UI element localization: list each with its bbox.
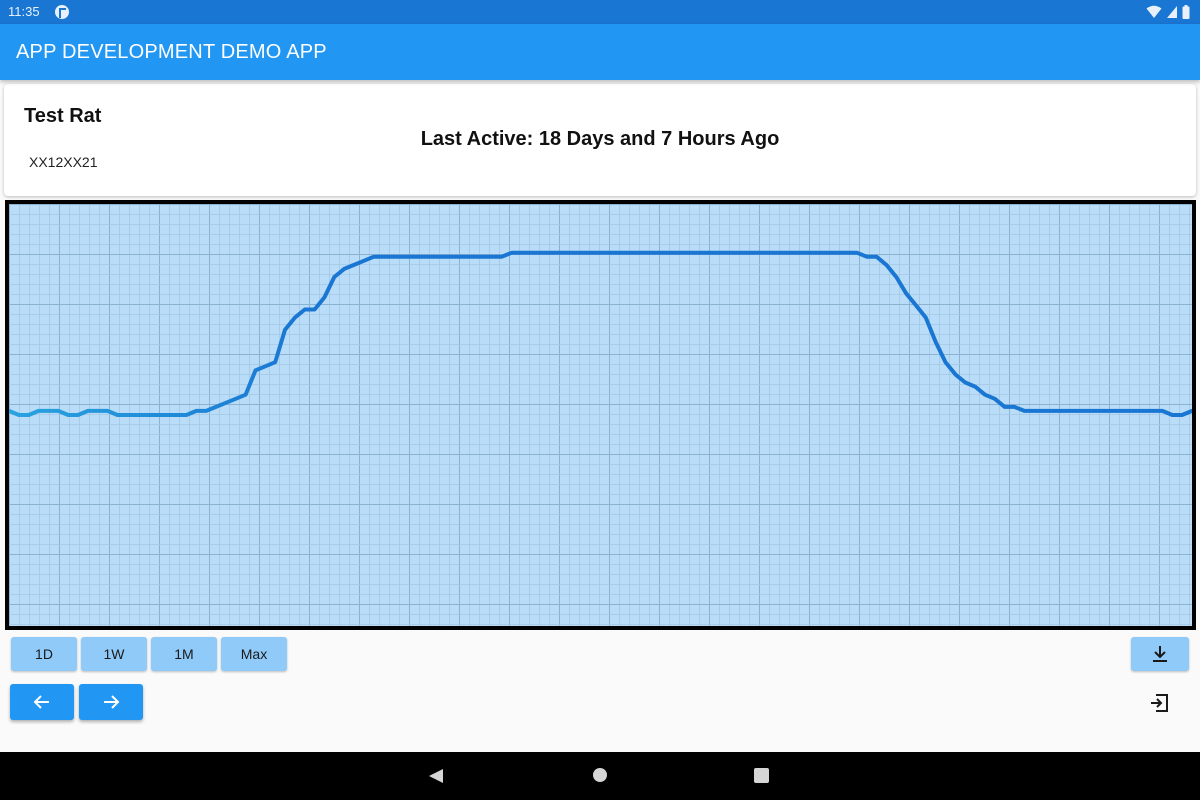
status-time: 11:35 [8,4,40,19]
status-bar: 11:35 [0,0,1200,24]
chart-grid [9,204,1192,626]
system-nav-bar [0,752,1200,800]
system-home-icon[interactable] [593,768,607,782]
signal-icon [1167,6,1177,18]
last-active-label: Last Active: 18 Days and 7 Hours Ago [420,128,780,150]
animal-info-card: Test Rat XX12XX21 Last Active: 18 Days a… [4,84,1196,196]
temperature-chart[interactable] [9,204,1192,626]
app-notification-icon [55,5,69,19]
range-button-1w[interactable]: 1W [81,637,147,671]
system-back-icon[interactable] [428,768,444,784]
animal-id: XX12XX21 [29,154,98,170]
status-icons [1146,4,1190,20]
animal-name: Test Rat [24,105,102,127]
logout-icon [1151,694,1168,712]
download-button[interactable] [1131,637,1189,671]
wifi-icon [1146,5,1162,18]
system-recents-icon[interactable] [754,768,769,783]
chart-frame [5,200,1196,630]
range-button-max[interactable]: Max [221,637,287,671]
app-title: APP DEVELOPMENT DEMO APP [16,41,327,63]
next-button[interactable] [79,684,143,720]
app-bar: APP DEVELOPMENT DEMO APP [0,24,1200,80]
battery-icon [1182,5,1190,19]
range-button-1d[interactable]: 1D [11,637,77,671]
previous-button[interactable] [10,684,74,720]
range-button-1m[interactable]: 1M [151,637,217,671]
arrow-left-icon [33,695,49,709]
chart-svg[interactable] [9,204,1192,626]
data-series-line [9,250,1192,417]
download-icon [1153,646,1167,662]
arrow-right-icon [104,695,120,709]
logout-button[interactable] [1143,688,1175,718]
